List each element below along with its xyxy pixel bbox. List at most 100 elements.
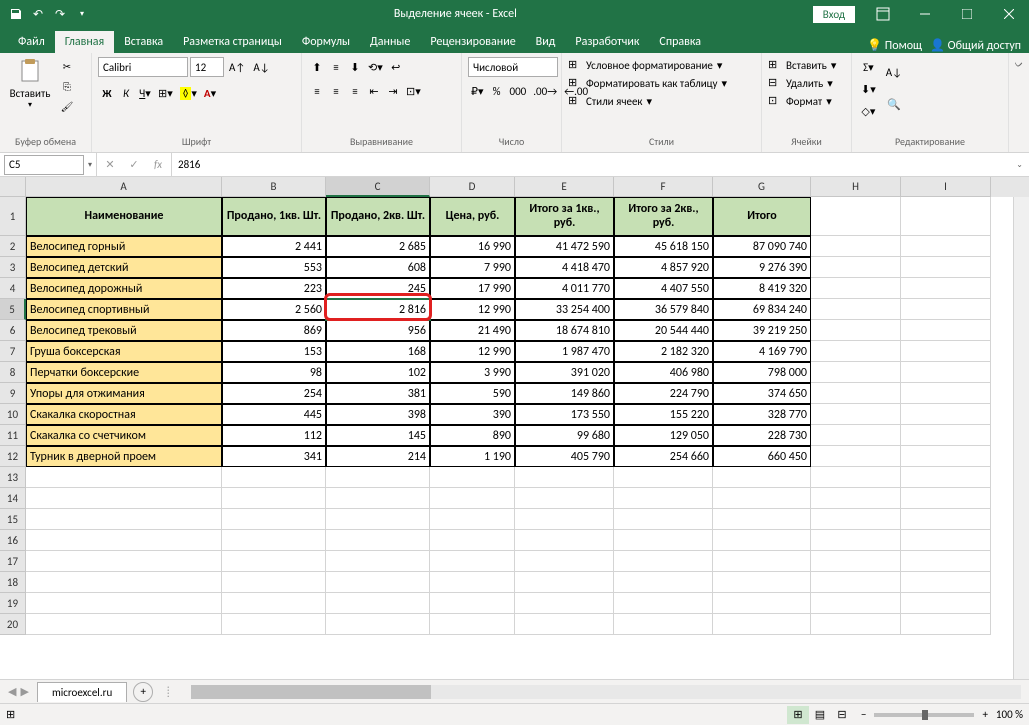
format-cells-button[interactable]: ⊡Формат▾ bbox=[768, 93, 832, 109]
cell[interactable] bbox=[811, 299, 901, 320]
cell[interactable]: 87 090 740 bbox=[713, 236, 811, 257]
cell[interactable] bbox=[901, 614, 991, 635]
cell[interactable]: Итого за 2кв., руб. bbox=[614, 197, 713, 236]
save-icon[interactable] bbox=[8, 6, 24, 22]
cell[interactable] bbox=[713, 467, 811, 488]
cell[interactable]: 391 020 bbox=[515, 362, 614, 383]
row-header[interactable]: 9 bbox=[0, 383, 26, 404]
ribbon-tab-1[interactable]: Главная bbox=[55, 31, 114, 53]
cell[interactable]: 145 bbox=[326, 425, 430, 446]
align-middle-icon[interactable]: ≡ bbox=[327, 57, 345, 77]
row-header[interactable]: 16 bbox=[0, 530, 26, 551]
cell[interactable]: 341 bbox=[222, 446, 326, 467]
formula-input[interactable]: 2816 bbox=[172, 158, 1010, 171]
cell[interactable] bbox=[811, 197, 901, 236]
cell[interactable] bbox=[515, 509, 614, 530]
cell[interactable] bbox=[614, 572, 713, 593]
cell[interactable] bbox=[26, 614, 222, 635]
cell[interactable]: 608 bbox=[326, 257, 430, 278]
cell[interactable]: Цена, руб. bbox=[430, 197, 515, 236]
cell[interactable] bbox=[811, 509, 901, 530]
cell[interactable]: 9 276 390 bbox=[713, 257, 811, 278]
cell[interactable] bbox=[326, 488, 430, 509]
row-header[interactable]: 13 bbox=[0, 467, 26, 488]
cell[interactable]: 381 bbox=[326, 383, 430, 404]
collapse-ribbon-icon[interactable]: ᨆ bbox=[1014, 57, 1023, 70]
cell[interactable] bbox=[26, 572, 222, 593]
col-header[interactable]: H bbox=[811, 177, 901, 197]
cancel-formula-icon[interactable]: ✕ bbox=[101, 158, 119, 171]
cell[interactable] bbox=[713, 614, 811, 635]
zoom-slider[interactable] bbox=[874, 713, 974, 717]
indent-right-icon[interactable]: ⇥ bbox=[384, 81, 402, 101]
cell[interactable] bbox=[515, 572, 614, 593]
number-format-select[interactable] bbox=[468, 57, 558, 77]
clear-icon[interactable]: ◇▾ bbox=[858, 101, 879, 121]
cell[interactable]: 8 419 320 bbox=[713, 278, 811, 299]
cell[interactable]: 12 990 bbox=[430, 299, 515, 320]
row-header[interactable]: 8 bbox=[0, 362, 26, 383]
cell[interactable] bbox=[713, 530, 811, 551]
cell[interactable] bbox=[901, 404, 991, 425]
cell[interactable]: 245 bbox=[326, 278, 430, 299]
login-button[interactable]: Вход bbox=[813, 6, 855, 23]
cell[interactable] bbox=[901, 197, 991, 236]
ribbon-tab-2[interactable]: Вставка bbox=[114, 31, 173, 53]
cell[interactable]: Итого bbox=[713, 197, 811, 236]
col-header[interactable]: I bbox=[901, 177, 991, 197]
cell[interactable]: 405 790 bbox=[515, 446, 614, 467]
cell[interactable]: 45 618 150 bbox=[614, 236, 713, 257]
cell[interactable] bbox=[26, 509, 222, 530]
cell[interactable] bbox=[326, 530, 430, 551]
cell[interactable] bbox=[713, 572, 811, 593]
cell[interactable] bbox=[901, 572, 991, 593]
cell[interactable] bbox=[515, 467, 614, 488]
cell[interactable]: 254 bbox=[222, 383, 326, 404]
cell[interactable]: Перчатки боксерские bbox=[26, 362, 222, 383]
cell[interactable] bbox=[614, 593, 713, 614]
minimize-button[interactable] bbox=[905, 3, 945, 25]
cell[interactable] bbox=[614, 530, 713, 551]
cell[interactable]: 228 730 bbox=[713, 425, 811, 446]
cell[interactable]: 3 990 bbox=[430, 362, 515, 383]
name-box-dropdown-icon[interactable]: ▾ bbox=[84, 160, 96, 170]
copy-icon[interactable]: ⎘ bbox=[58, 77, 76, 95]
cell[interactable] bbox=[222, 467, 326, 488]
ribbon-tab-6[interactable]: Рецензирование bbox=[420, 31, 525, 53]
row-header[interactable]: 11 bbox=[0, 425, 26, 446]
comma-icon[interactable]: 000 bbox=[507, 81, 530, 101]
spreadsheet-grid[interactable]: ABCDEFGHI 123456789101112131415161718192… bbox=[0, 177, 1029, 679]
cell[interactable] bbox=[26, 467, 222, 488]
cell[interactable]: 390 bbox=[430, 404, 515, 425]
cell[interactable]: 660 450 bbox=[713, 446, 811, 467]
cell[interactable]: 129 050 bbox=[614, 425, 713, 446]
cell[interactable]: 590 bbox=[430, 383, 515, 404]
cell[interactable] bbox=[901, 341, 991, 362]
cell[interactable] bbox=[326, 572, 430, 593]
bold-button[interactable]: Ж bbox=[98, 83, 116, 103]
cell[interactable] bbox=[901, 278, 991, 299]
cell[interactable]: 69 834 240 bbox=[713, 299, 811, 320]
row-header[interactable]: 3 bbox=[0, 257, 26, 278]
prev-sheet-icon[interactable]: ◀ bbox=[8, 685, 16, 698]
cell[interactable] bbox=[515, 488, 614, 509]
underline-button[interactable]: Ч▾ bbox=[136, 83, 154, 103]
cell[interactable]: Велосипед трековый bbox=[26, 320, 222, 341]
cell[interactable]: 4 407 550 bbox=[614, 278, 713, 299]
cell[interactable] bbox=[515, 593, 614, 614]
row-header[interactable]: 20 bbox=[0, 614, 26, 635]
cell[interactable]: 98 bbox=[222, 362, 326, 383]
cell[interactable] bbox=[26, 593, 222, 614]
cell-styles-button[interactable]: ⊞Стили ячеек▾ bbox=[568, 93, 652, 109]
cell[interactable] bbox=[326, 467, 430, 488]
cells-area[interactable]: НаименованиеПродано, 1кв. Шт.Продано, 2к… bbox=[26, 197, 1029, 679]
cell[interactable] bbox=[222, 488, 326, 509]
normal-view-icon[interactable]: ⊞ bbox=[787, 706, 809, 724]
ribbon-tab-5[interactable]: Данные bbox=[360, 31, 420, 53]
cell[interactable] bbox=[901, 488, 991, 509]
cell[interactable]: 18 674 810 bbox=[515, 320, 614, 341]
select-all-corner[interactable] bbox=[0, 177, 26, 197]
italic-button[interactable]: К bbox=[117, 83, 135, 103]
sheet-tab[interactable]: microexcel.ru bbox=[37, 682, 127, 702]
cell[interactable] bbox=[901, 425, 991, 446]
